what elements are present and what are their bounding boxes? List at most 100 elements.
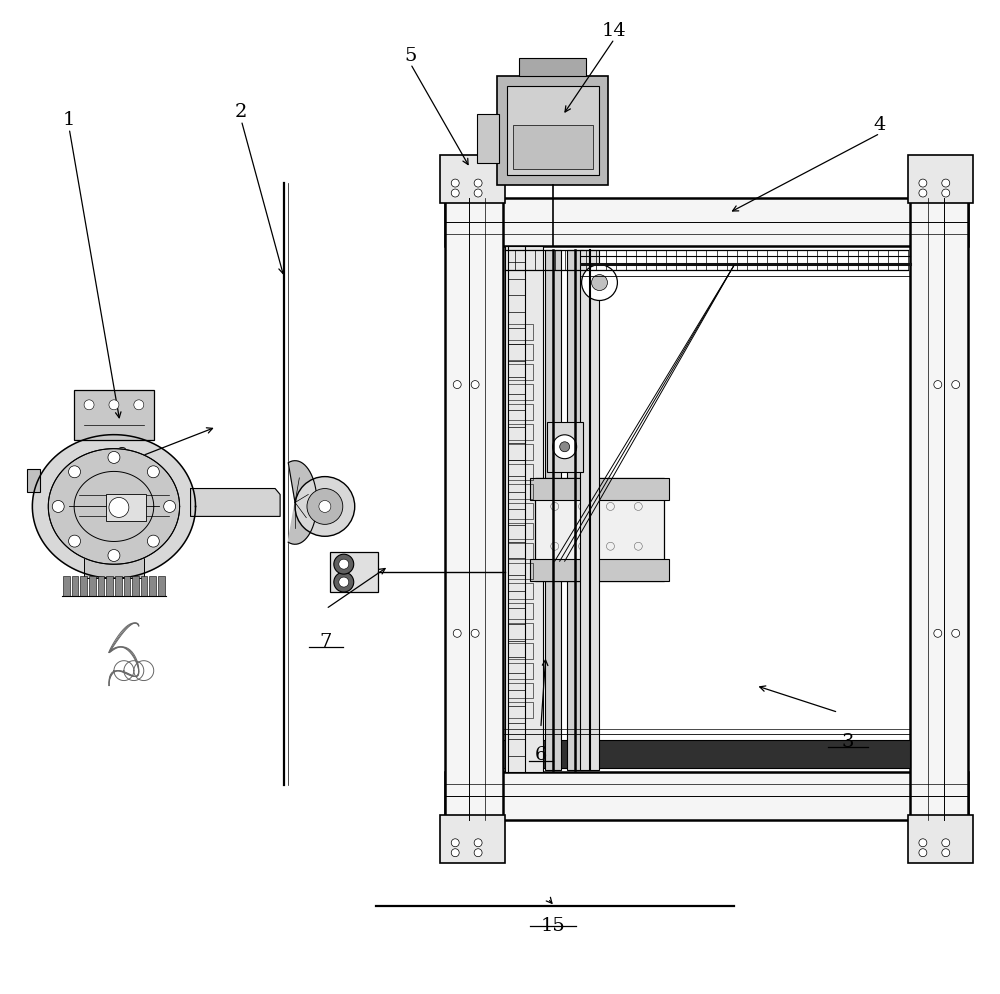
Bar — [508, 663, 533, 679]
Circle shape — [942, 849, 950, 857]
Circle shape — [471, 630, 479, 638]
Bar — [908, 156, 973, 204]
Bar — [508, 464, 533, 480]
Bar — [508, 544, 533, 560]
Bar — [503, 741, 910, 768]
Circle shape — [919, 180, 927, 188]
Bar — [106, 494, 146, 522]
Bar — [535, 478, 664, 581]
Circle shape — [582, 265, 617, 301]
Polygon shape — [48, 449, 180, 565]
Text: 2: 2 — [235, 103, 247, 121]
Bar — [508, 603, 533, 619]
Text: 7: 7 — [320, 632, 332, 650]
Bar — [508, 703, 533, 719]
Circle shape — [453, 630, 461, 638]
Bar — [910, 199, 968, 820]
Text: 4: 4 — [874, 116, 886, 134]
Circle shape — [69, 536, 81, 548]
Bar — [141, 577, 147, 596]
Polygon shape — [191, 489, 280, 517]
Circle shape — [451, 839, 459, 847]
Bar — [513, 126, 593, 170]
Circle shape — [147, 466, 159, 478]
Bar — [508, 385, 533, 401]
Circle shape — [451, 180, 459, 188]
Circle shape — [334, 573, 354, 592]
Bar — [158, 577, 165, 596]
Bar — [445, 772, 968, 820]
Bar — [89, 577, 96, 596]
Bar — [508, 643, 533, 659]
Bar — [98, 577, 104, 596]
Bar — [567, 250, 583, 770]
Polygon shape — [74, 391, 154, 440]
Bar — [84, 546, 144, 579]
Circle shape — [934, 630, 942, 638]
Bar — [580, 250, 599, 770]
Circle shape — [52, 501, 64, 513]
Circle shape — [84, 401, 94, 411]
Bar — [149, 577, 156, 596]
Bar — [80, 577, 87, 596]
Bar — [445, 199, 503, 820]
Circle shape — [109, 498, 129, 518]
Bar — [507, 86, 599, 176]
Bar — [440, 815, 505, 863]
Circle shape — [134, 401, 144, 411]
Circle shape — [451, 849, 459, 857]
Bar — [530, 478, 669, 500]
Circle shape — [592, 275, 607, 291]
Circle shape — [339, 578, 349, 587]
Circle shape — [474, 180, 482, 188]
Text: 8: 8 — [116, 446, 128, 464]
Circle shape — [453, 381, 461, 389]
Circle shape — [334, 555, 354, 575]
Bar — [508, 444, 533, 460]
Bar — [445, 199, 968, 247]
Circle shape — [307, 489, 343, 525]
Bar — [497, 77, 608, 186]
Circle shape — [560, 442, 570, 452]
Bar — [132, 577, 139, 596]
Text: 3: 3 — [842, 733, 854, 750]
Bar — [330, 553, 378, 592]
Bar — [508, 325, 533, 341]
Text: 6: 6 — [535, 746, 547, 763]
Circle shape — [69, 466, 81, 478]
Circle shape — [319, 501, 331, 513]
Circle shape — [339, 560, 349, 570]
Bar — [508, 405, 533, 420]
Circle shape — [164, 501, 176, 513]
Circle shape — [295, 477, 355, 537]
Circle shape — [474, 839, 482, 847]
Circle shape — [108, 452, 120, 464]
Circle shape — [942, 190, 950, 198]
Bar — [508, 524, 533, 540]
Circle shape — [919, 849, 927, 857]
Text: 1: 1 — [63, 111, 75, 129]
Circle shape — [471, 381, 479, 389]
Polygon shape — [288, 461, 317, 545]
Polygon shape — [32, 435, 196, 579]
Bar — [508, 583, 533, 599]
Circle shape — [952, 381, 960, 389]
Circle shape — [553, 435, 577, 459]
Bar — [63, 577, 70, 596]
Bar — [908, 815, 973, 863]
Bar — [508, 623, 533, 639]
Text: 14: 14 — [602, 22, 627, 40]
Bar — [508, 345, 533, 361]
Bar — [545, 250, 561, 770]
Text: 15: 15 — [540, 916, 565, 934]
Bar — [505, 247, 543, 772]
Circle shape — [109, 401, 119, 411]
Bar — [508, 504, 533, 520]
Bar — [508, 564, 533, 580]
Circle shape — [942, 839, 950, 847]
Bar — [508, 365, 533, 381]
Bar — [440, 156, 505, 204]
Circle shape — [474, 849, 482, 857]
Circle shape — [919, 839, 927, 847]
Bar — [115, 577, 122, 596]
